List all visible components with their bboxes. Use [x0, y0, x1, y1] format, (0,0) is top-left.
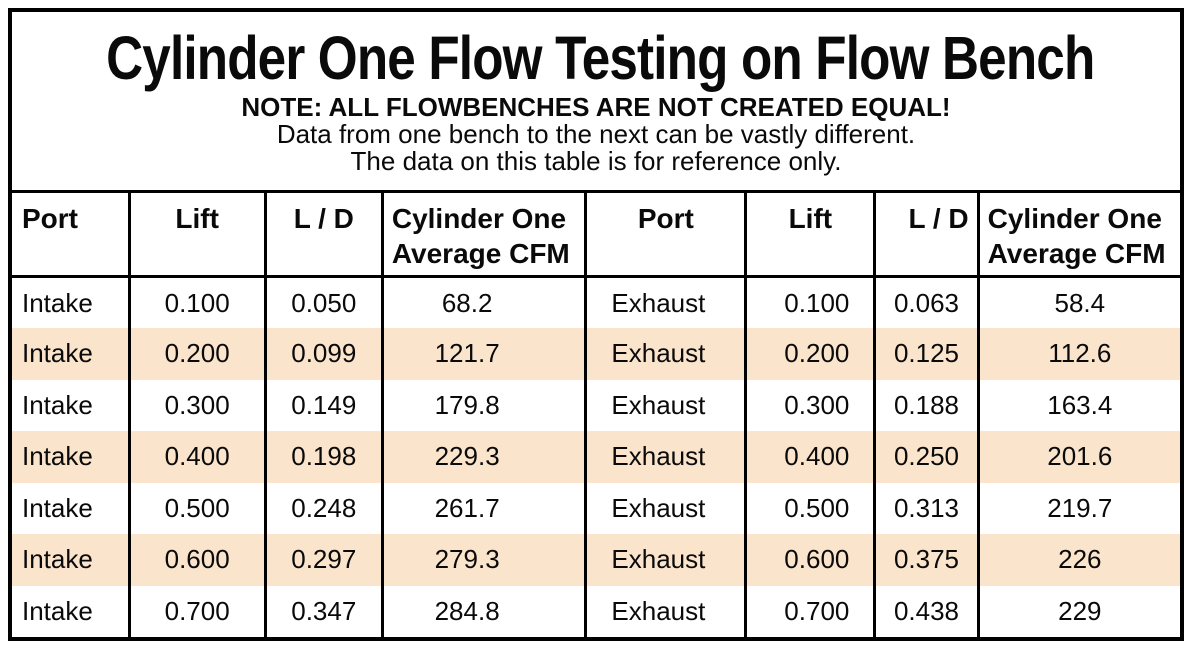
cell-port-left: Intake: [12, 379, 131, 431]
cell-cfm-left: 68.2: [380, 276, 588, 328]
header-port-left: Port: [12, 191, 131, 278]
cell-cfm-right: 226: [976, 534, 1180, 586]
header-cfm-left-line1: Cylinder One: [391, 203, 567, 234]
header-ld-left: L / D: [263, 191, 384, 278]
cell-cfm-left: 229.3: [380, 431, 588, 483]
cell-cfm-left: 279.3: [380, 534, 588, 586]
cell-lift-left: 0.200: [127, 328, 267, 380]
cell-cfm-left: 284.8: [380, 585, 588, 637]
header-row: Port Lift L / D Cylinder One Average CFM…: [12, 191, 1180, 278]
cell-cfm-right: 219.7: [976, 482, 1180, 534]
cell-ld-left: 0.050: [263, 276, 384, 328]
outer-frame: Cylinder One Flow Testing on Flow Bench …: [8, 8, 1184, 641]
cell-lift-left: 0.600: [127, 534, 267, 586]
header-port-right: Port: [584, 191, 748, 278]
cell-lift-left: 0.400: [127, 431, 267, 483]
cell-ld-left: 0.347: [263, 585, 384, 637]
cell-lift-left: 0.700: [127, 585, 267, 637]
note-block: NOTE: ALL FLOWBENCHES ARE NOT CREATED EQ…: [12, 94, 1180, 175]
header-cfm-left: Cylinder One Average CFM: [380, 191, 588, 278]
cell-ld-right: 0.438: [873, 585, 980, 637]
header-cfm-right-line2: Average CFM: [987, 238, 1166, 269]
cell-ld-right: 0.063: [873, 276, 980, 328]
cell-lift-right: 0.500: [744, 482, 877, 534]
table-row: Intake 0.200 0.099 121.7 Exhaust 0.200 0…: [12, 328, 1180, 380]
cell-ld-right: 0.188: [873, 379, 980, 431]
table-row: Intake 0.600 0.297 279.3 Exhaust 0.600 0…: [12, 534, 1180, 586]
header-lift-right: Lift: [744, 191, 877, 278]
cell-port-right: Exhaust: [584, 276, 748, 328]
header-cfm-right: Cylinder One Average CFM: [976, 191, 1180, 278]
header-lift-left: Lift: [127, 191, 267, 278]
note-line-2: Data from one bench to the next can be v…: [276, 119, 916, 150]
cell-lift-right: 0.300: [744, 379, 877, 431]
cell-port-right: Exhaust: [584, 431, 748, 483]
cell-cfm-right: 163.4: [976, 379, 1180, 431]
cell-ld-right: 0.313: [873, 482, 980, 534]
cell-port-left: Intake: [12, 431, 131, 483]
cell-port-right: Exhaust: [584, 482, 748, 534]
title-block: Cylinder One Flow Testing on Flow Bench …: [12, 12, 1180, 190]
cell-ld-right: 0.250: [873, 431, 980, 483]
header-cfm-right-line1: Cylinder One: [987, 203, 1162, 234]
cell-lift-right: 0.700: [744, 585, 877, 637]
cell-ld-left: 0.198: [263, 431, 384, 483]
cell-ld-left: 0.099: [263, 328, 384, 380]
cell-cfm-right: 112.6: [976, 328, 1180, 380]
cell-cfm-right: 201.6: [976, 431, 1180, 483]
cell-ld-left: 0.297: [263, 534, 384, 586]
cell-port-right: Exhaust: [584, 585, 748, 637]
table-row: Intake 0.700 0.347 284.8 Exhaust 0.700 0…: [12, 585, 1180, 637]
page-title: Cylinder One Flow Testing on Flow Bench: [106, 24, 1095, 92]
header-ld-right: L / D: [873, 191, 980, 278]
cell-lift-left: 0.100: [127, 276, 267, 328]
cell-cfm-left: 121.7: [380, 328, 588, 380]
cell-cfm-right: 229: [976, 585, 1180, 637]
cell-port-left: Intake: [12, 585, 131, 637]
note-line-3: The data on this table is for reference …: [350, 146, 842, 177]
cell-lift-left: 0.300: [127, 379, 267, 431]
note-heading: NOTE: ALL FLOWBENCHES ARE NOT CREATED EQ…: [241, 92, 951, 123]
cell-lift-right: 0.600: [744, 534, 877, 586]
cell-port-left: Intake: [12, 534, 131, 586]
flow-data-table: Port Lift L / D Cylinder One Average CFM…: [12, 190, 1180, 637]
table-row: Intake 0.500 0.248 261.7 Exhaust 0.500 0…: [12, 482, 1180, 534]
cell-lift-right: 0.100: [744, 276, 877, 328]
cell-lift-left: 0.500: [127, 482, 267, 534]
cell-cfm-right: 58.4: [976, 276, 1180, 328]
cell-cfm-left: 179.8: [380, 379, 588, 431]
cell-ld-left: 0.248: [263, 482, 384, 534]
cell-ld-left: 0.149: [263, 379, 384, 431]
cell-cfm-left: 261.7: [380, 482, 588, 534]
cell-port-left: Intake: [12, 482, 131, 534]
table-row: Intake 0.100 0.050 68.2 Exhaust 0.100 0.…: [12, 276, 1180, 328]
header-cfm-left-line2: Average CFM: [391, 238, 570, 269]
table-row: Intake 0.400 0.198 229.3 Exhaust 0.400 0…: [12, 431, 1180, 483]
cell-lift-right: 0.200: [744, 328, 877, 380]
cell-lift-right: 0.400: [744, 431, 877, 483]
cell-port-right: Exhaust: [584, 328, 748, 380]
cell-ld-right: 0.375: [873, 534, 980, 586]
cell-port-left: Intake: [12, 276, 131, 328]
cell-ld-right: 0.125: [873, 328, 980, 380]
cell-port-left: Intake: [12, 328, 131, 380]
cell-port-right: Exhaust: [584, 379, 748, 431]
cell-port-right: Exhaust: [584, 534, 748, 586]
table-row: Intake 0.300 0.149 179.8 Exhaust 0.300 0…: [12, 379, 1180, 431]
